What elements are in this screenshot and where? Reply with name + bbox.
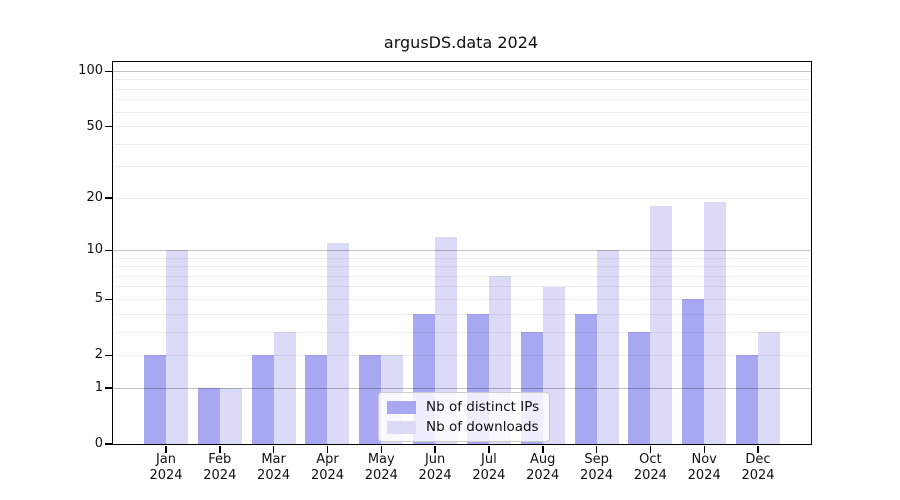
legend-swatch-downloads-icon	[387, 420, 416, 434]
bar-downloads-oct	[650, 206, 673, 444]
bar-distinct-ips-sep	[574, 314, 597, 444]
legend-label-downloads: Nb of downloads	[426, 419, 539, 435]
x-tick-label-aug: Aug 2024	[526, 452, 560, 483]
gridline-50	[113, 126, 811, 127]
gridline-9	[113, 257, 811, 259]
x-tick-mark-nov	[703, 445, 705, 453]
gridline-40	[113, 143, 811, 145]
gridline-3	[113, 331, 811, 333]
y-tick-label-5: 5	[94, 291, 103, 307]
gridline-8	[113, 266, 811, 268]
x-tick-mark-dec	[757, 445, 759, 453]
bar-distinct-ips-oct	[628, 332, 651, 444]
x-tick-label-jan: Jan 2024	[149, 452, 183, 483]
gridline-30	[113, 166, 811, 168]
x-tick-label-jul: Jul 2024	[472, 452, 506, 483]
plot-area: 0 1 2 5 10 20 50 100 Jan 2024 Feb 2024 Mar 2024 Apr 202…	[78, 61, 812, 483]
bar-distinct-ips-mar	[251, 355, 274, 444]
legend-item-distinct-ips: Nb of distinct IPs	[387, 399, 539, 415]
x-tick-label-jun: Jun 2024	[418, 452, 452, 483]
bar-downloads-mar	[273, 332, 296, 444]
x-tick-mark-mar	[272, 445, 275, 453]
y-tick-mark-100	[105, 70, 112, 72]
gridline-60	[113, 111, 811, 113]
y-tick-mark-10	[105, 249, 112, 252]
bar-downloads-jan	[166, 250, 188, 444]
x-tick-label-apr: Apr 2024	[310, 452, 345, 483]
y-tick-mark-0	[105, 443, 112, 445]
x-tick-mark-aug	[542, 445, 544, 453]
y-tick-label-20: 20	[86, 190, 103, 206]
bar-distinct-ips-apr	[305, 355, 328, 444]
gridline-20	[113, 197, 811, 199]
x-tick-label-may: May 2024	[364, 452, 398, 483]
y-tick-label-0: 0	[94, 436, 103, 451]
x-tick-mark-oct	[649, 445, 652, 453]
x-tick-mark-jun	[434, 445, 436, 453]
x-tick-mark-apr	[326, 445, 329, 453]
bar-distinct-ips-nov	[682, 299, 705, 444]
gridline-6	[113, 286, 811, 288]
bar-downloads-nov	[704, 202, 727, 444]
legend: Nb of distinct IPs Nb of downloads	[378, 392, 551, 442]
bar-distinct-ips-feb	[197, 388, 220, 444]
x-tick-label-nov: Nov 2024	[687, 452, 721, 483]
y-tick-mark-50	[105, 125, 112, 128]
x-tick-mark-may	[380, 445, 382, 453]
y-tick-label-2: 2	[94, 347, 103, 363]
grid-layer	[113, 62, 811, 444]
bar-distinct-ips-may	[359, 355, 382, 444]
legend-label-distinct-ips: Nb of distinct IPs	[426, 399, 540, 415]
x-tick-label-sep: Sep 2024	[580, 452, 614, 483]
x-tick-label-dec: Dec 2024	[741, 452, 775, 483]
y-tick-label-10: 10	[86, 242, 103, 258]
bar-distinct-ips-jan	[144, 355, 166, 444]
x-tick-label-mar: Mar 2024	[257, 452, 291, 483]
x-tick-mark-sep	[595, 445, 598, 453]
gridline-5	[113, 298, 811, 300]
ticks-layer: 0 1 2 5 10 20 50 100 Jan 2024 Feb 2024 Mar 2024 Apr 202…	[78, 62, 811, 483]
gridline-70	[113, 99, 811, 101]
legend-swatch-distinct-ips-icon	[387, 400, 416, 414]
chart-title: argusDS.data 2024	[383, 33, 539, 52]
bar-downloads-sep	[596, 250, 619, 444]
y-tick-mark-20	[105, 197, 112, 199]
x-tick-mark-jul	[488, 445, 490, 453]
gridline-90	[113, 79, 811, 81]
gridline-2	[113, 354, 811, 356]
y-tick-label-1: 1	[94, 380, 103, 395]
gridline-10	[113, 249, 811, 251]
y-tick-label-50: 50	[86, 118, 103, 134]
legend-item-downloads: Nb of downloads	[387, 419, 539, 435]
x-tick-mark-jan	[165, 445, 167, 453]
x-tick-mark-feb	[219, 445, 221, 453]
y-tick-mark-1	[105, 387, 112, 389]
y-tick-mark-5	[105, 298, 112, 300]
gridline-1	[113, 387, 811, 389]
y-tick-mark-2	[105, 354, 112, 356]
gridline-4	[113, 313, 811, 315]
bar-downloads-dec	[758, 332, 781, 444]
bar-downloads-apr	[327, 243, 350, 444]
x-tick-label-oct: Oct 2024	[633, 452, 667, 483]
bar-distinct-ips-dec	[736, 355, 759, 444]
y-tick-label-100: 100	[78, 63, 103, 79]
bar-downloads-feb	[219, 388, 242, 444]
gridline-7	[113, 275, 811, 277]
gridline-80	[113, 88, 811, 90]
gridline-100	[113, 70, 811, 72]
x-tick-label-feb: Feb 2024	[203, 452, 237, 483]
